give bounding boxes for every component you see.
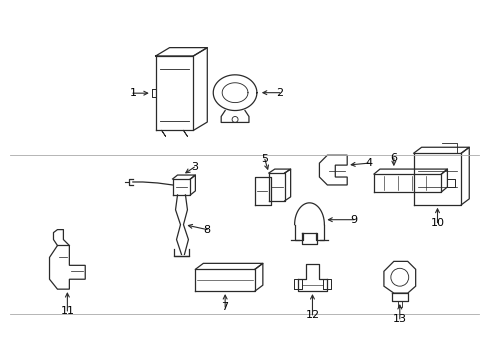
Text: 10: 10: [429, 218, 444, 228]
Text: 11: 11: [60, 306, 74, 316]
Text: 7: 7: [221, 302, 228, 312]
Text: 12: 12: [305, 310, 319, 320]
Text: 5: 5: [261, 154, 268, 164]
Text: 2: 2: [276, 88, 283, 98]
Text: 13: 13: [392, 314, 406, 324]
Text: 3: 3: [190, 162, 198, 172]
Text: 8: 8: [203, 225, 210, 235]
Text: 1: 1: [129, 88, 136, 98]
Text: 9: 9: [350, 215, 357, 225]
Text: 4: 4: [365, 158, 372, 168]
Text: 6: 6: [389, 153, 397, 163]
